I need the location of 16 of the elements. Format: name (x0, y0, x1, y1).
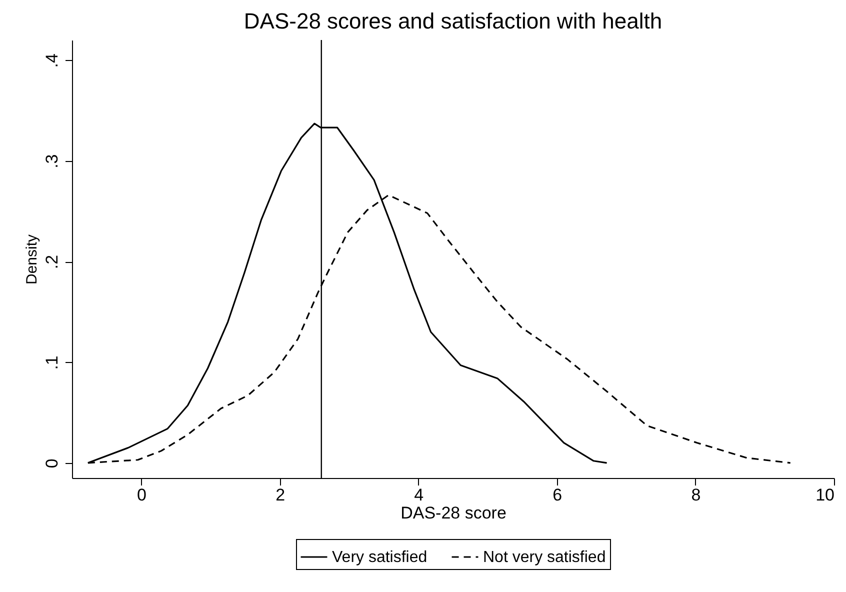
x-tick-label: 10 (816, 486, 834, 504)
y-tick-label: 0 (42, 458, 62, 468)
y-tick-label: .3 (42, 154, 62, 168)
y-tick-label: .2 (42, 254, 62, 270)
y-tick-label: .1 (42, 356, 62, 370)
x-tick-label: 0 (137, 486, 147, 504)
x-tick-label: 4 (414, 486, 424, 504)
legend-label: Not very satisfied (483, 549, 606, 566)
x-tick-label: 6 (552, 486, 562, 504)
x-tick-label: 2 (276, 486, 286, 504)
legend-label: Very satisfied (332, 549, 428, 566)
x-tick-label: 8 (691, 486, 701, 504)
y-axis-title: Density (24, 234, 40, 285)
x-axis-title: DAS-28 score (400, 504, 506, 522)
chart-title: DAS-28 scores and satisfaction with health (244, 8, 662, 34)
y-tick-label: .4 (42, 54, 62, 68)
